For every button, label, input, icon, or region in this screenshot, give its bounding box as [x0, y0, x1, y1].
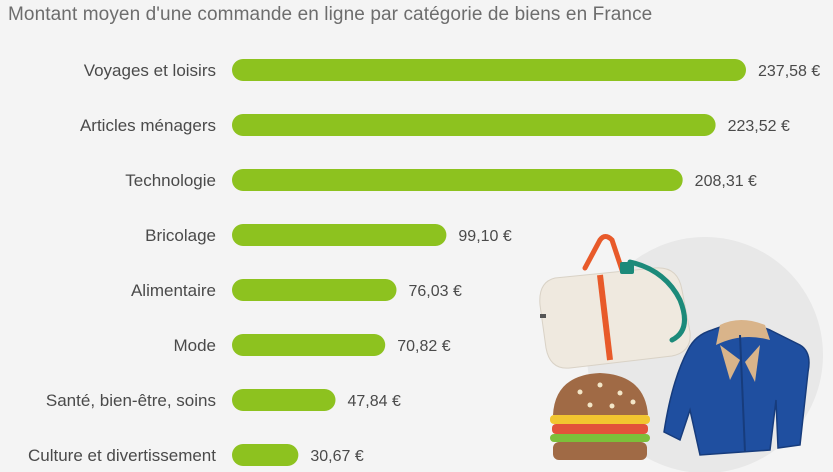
value-label: 223,52 € [728, 118, 790, 135]
value-label: 47,84 € [348, 393, 401, 410]
category-label: Bricolage [145, 226, 216, 245]
bars: Voyages et loisirs 237,58 € Articles ménag… [28, 59, 820, 466]
bar [232, 389, 336, 411]
category-label: Santé, bien-être, soins [46, 391, 216, 410]
value-label: 208,31 € [695, 173, 757, 190]
bar [232, 334, 386, 356]
burger-icon [550, 373, 650, 460]
chart-title: Montant moyen d'une commande en ligne pa… [8, 4, 653, 25]
category-label: Articles ménagers [80, 116, 216, 135]
value-label: 237,58 € [758, 63, 820, 80]
category-label: Alimentaire [131, 281, 216, 300]
bar [232, 114, 716, 136]
category-label: Technologie [125, 171, 216, 190]
value-label: 76,03 € [408, 283, 461, 300]
bar [232, 444, 299, 466]
value-label: 99,10 € [458, 228, 511, 245]
bar [232, 169, 683, 191]
category-label: Culture et divertissement [28, 446, 216, 465]
jacket-icon [663, 320, 810, 456]
value-label: 70,82 € [397, 338, 450, 355]
illustration [539, 234, 823, 472]
bar [232, 59, 746, 81]
bar [232, 224, 447, 246]
bar [232, 279, 397, 301]
category-label: Mode [173, 336, 216, 355]
travel-bag-icon [539, 234, 691, 369]
value-label: 30,67 € [310, 448, 363, 465]
category-label: Voyages et loisirs [84, 61, 216, 80]
